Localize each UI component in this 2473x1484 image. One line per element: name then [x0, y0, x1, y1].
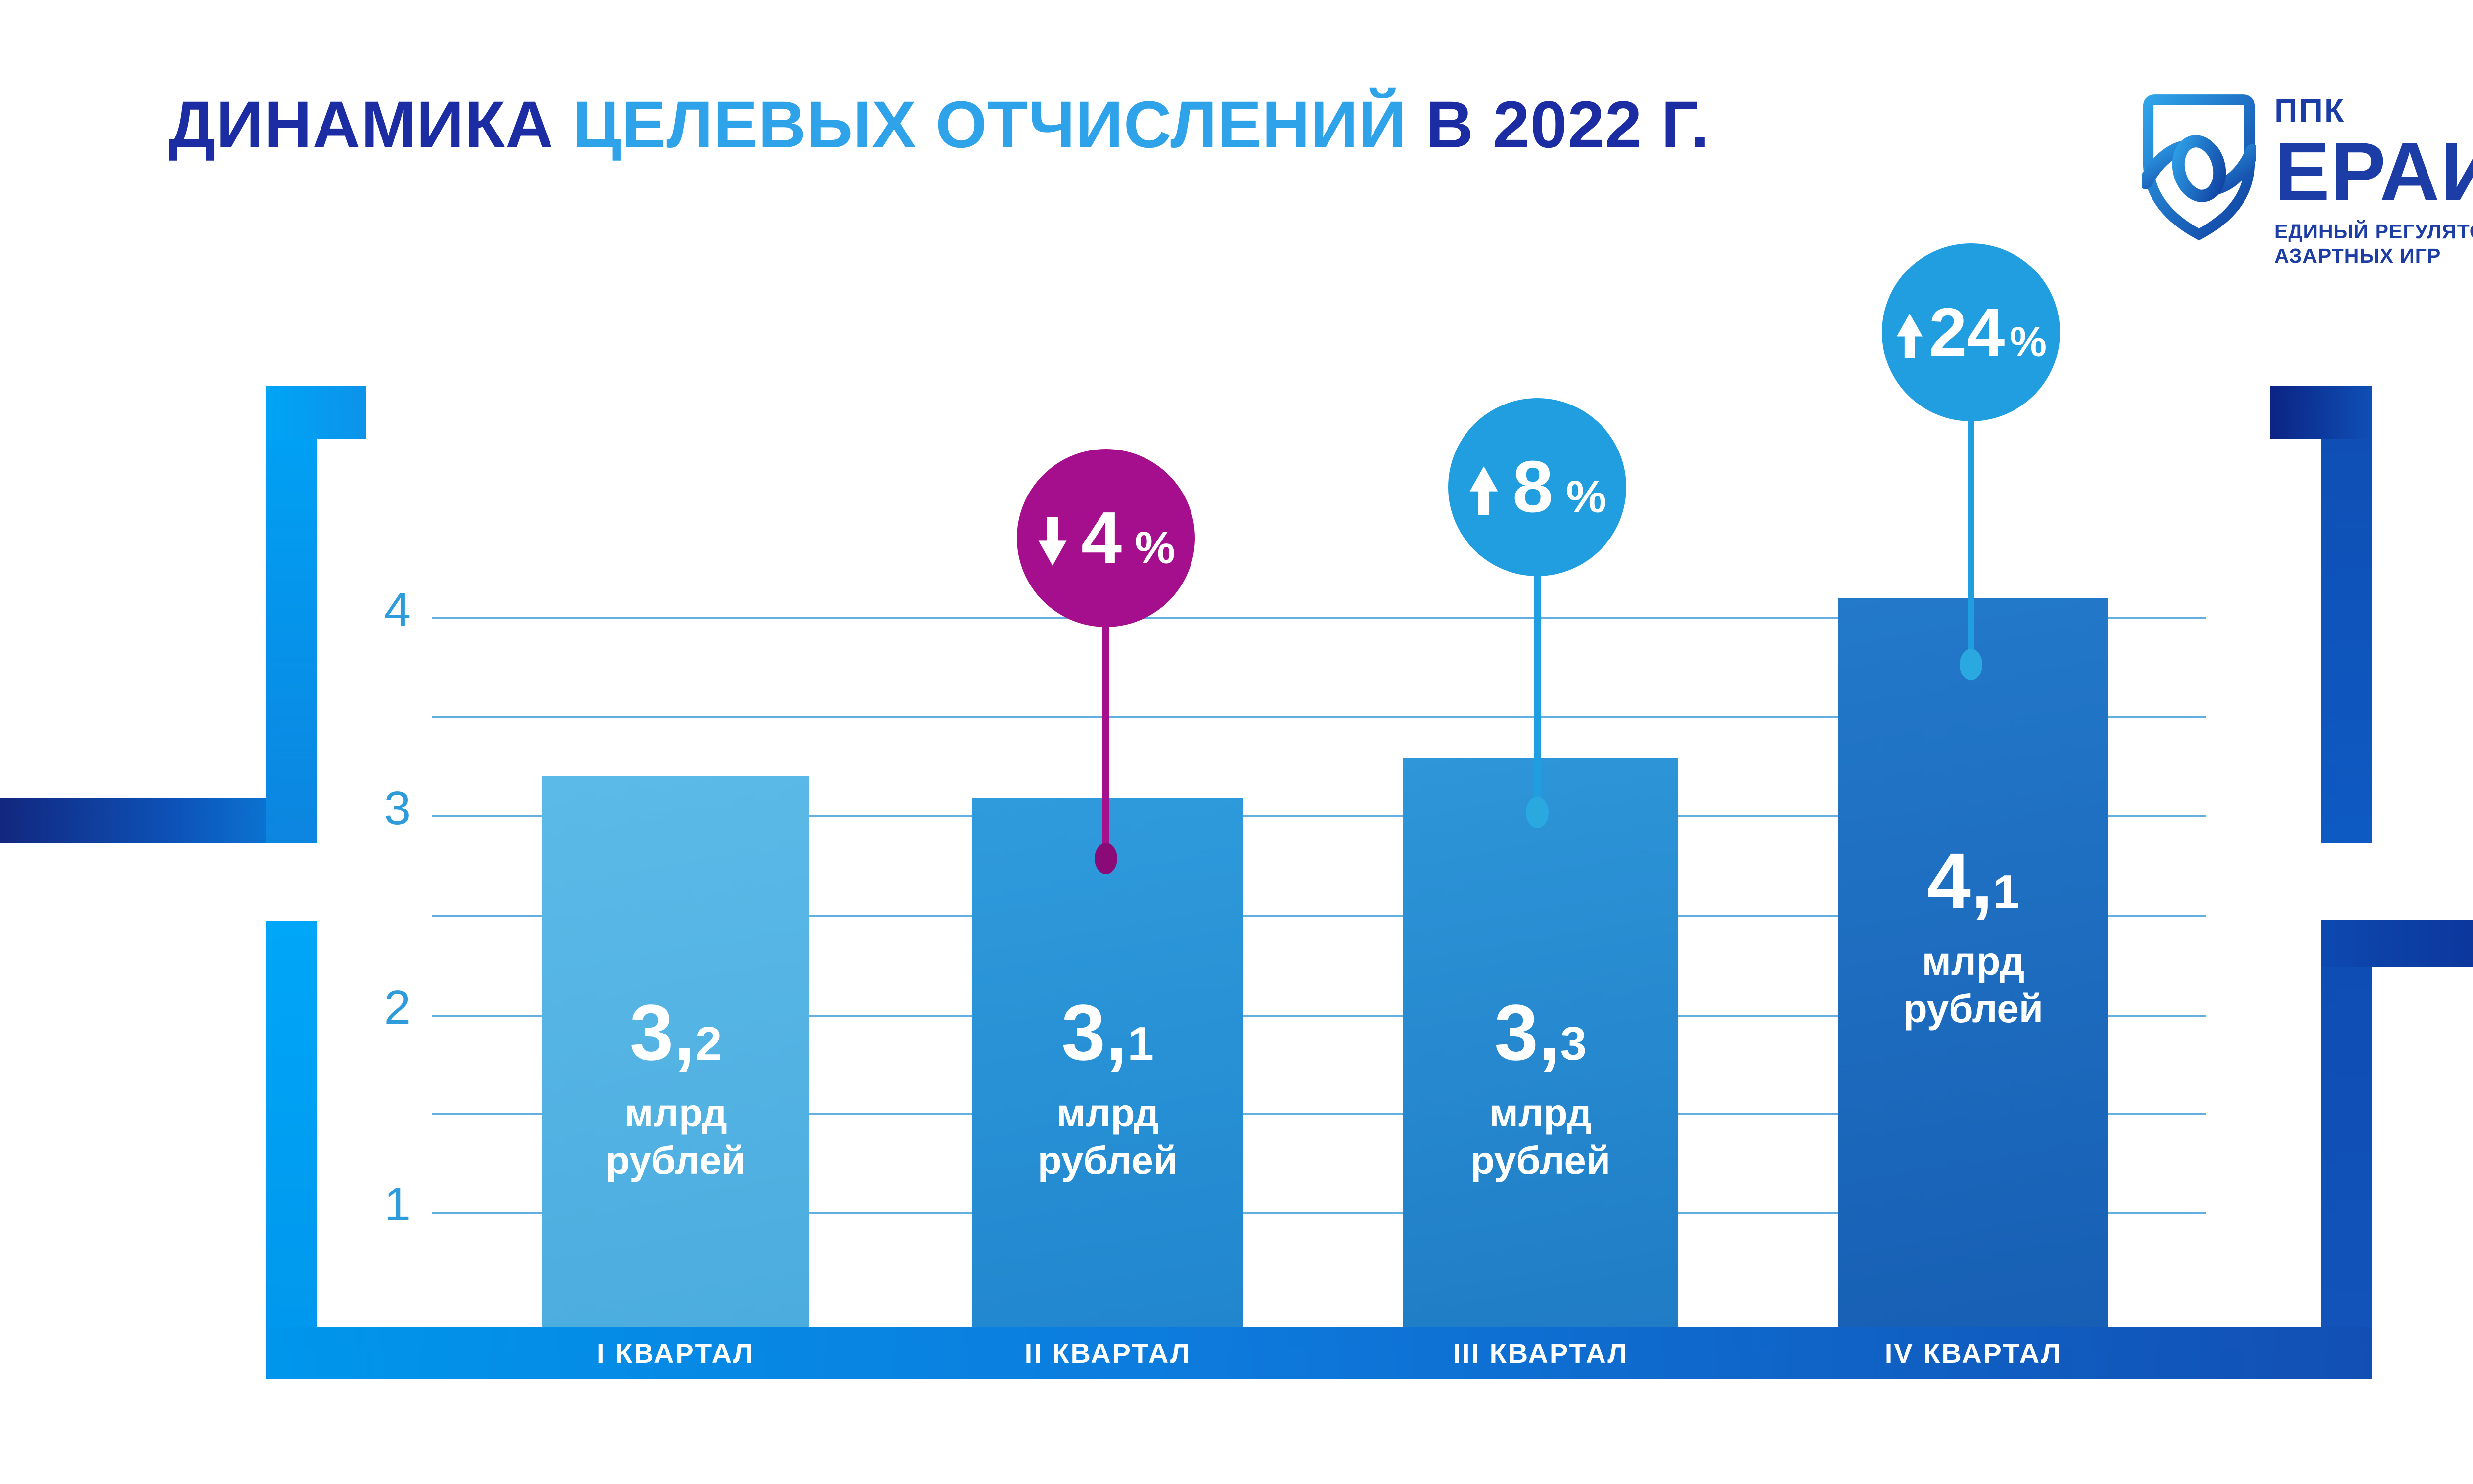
change-q2-content: 4 %: [1037, 497, 1176, 579]
logo-tagline-line1: ЕДИНЫЙ РЕГУЛЯТОР: [2274, 220, 2473, 243]
change-balloon-q2: 4 %: [1017, 449, 1195, 627]
frame-right-top-arm: [2270, 386, 2372, 439]
y-tick-2: 2: [384, 981, 411, 1034]
frame-left-bottom-vertical: [266, 921, 317, 1379]
frame-right-top-vertical: [2321, 439, 2372, 843]
logo-company-type: ППК: [2274, 92, 2346, 129]
balloon-stem-q2: [1102, 616, 1109, 858]
frame-right-middle-arm: [2321, 920, 2473, 967]
balloon-stem-q4: [1968, 414, 1974, 665]
change-q3-content: 8 %: [1468, 446, 1607, 528]
change-q3-percent: %: [1566, 472, 1607, 522]
logo-text-block: ППК ЕРАИ ЕДИНЫЙ РЕГУЛЯТОР АЗАРТНЫХ ИГР: [2274, 94, 2473, 268]
change-q4-content: 24 %: [1895, 294, 2047, 370]
bar-q4-value: 4,1: [1927, 836, 2019, 925]
frame-right-bottom-vertical: [2321, 920, 2372, 1379]
gridline-2-5: [432, 915, 2206, 917]
x-label-q3: III КВАРТАЛ: [1453, 1338, 1629, 1369]
balloon-dot-q3: [1526, 797, 1549, 828]
bar-q2-label: 3,1 млрд рублей: [972, 987, 1243, 1184]
change-balloon-q4: 24 %: [1882, 243, 2060, 421]
bar-q4: [1838, 598, 2108, 1327]
balloon-dot-q4: [1960, 649, 1982, 680]
change-q4-percent: %: [2010, 318, 2047, 365]
frame-left-top-arm: [266, 386, 366, 439]
gridline-1-5: [432, 1113, 2206, 1115]
title-part-dynamics: ДИНАМИКА: [168, 88, 554, 162]
bar-q4-label: 4,1 млрд рублей: [1838, 835, 2108, 1033]
title-part-target-deductions: ЦЕЛЕВЫХ ОТЧИСЛЕНИЙ: [573, 88, 1407, 162]
bar-q3-value: 3,3: [1494, 988, 1587, 1077]
y-tick-1: 1: [384, 1178, 411, 1231]
frame-left-top-arm-left: [0, 798, 317, 843]
change-q2-number: 4: [1081, 497, 1122, 579]
x-label-q1: I КВАРТАЛ: [596, 1338, 755, 1369]
gridline-2: [432, 1015, 2206, 1017]
change-balloon-q3: 8 %: [1448, 398, 1626, 576]
y-tick-4: 4: [384, 583, 411, 636]
change-q3-number: 8: [1512, 446, 1554, 528]
bar-q4-unit: млрд рублей: [1903, 939, 2044, 1031]
arrow-up-icon: [1469, 466, 1498, 515]
arrow-down-icon: [1038, 517, 1067, 566]
bar-q1-value: 3,2: [629, 988, 722, 1077]
gridline-3: [432, 815, 2206, 817]
x-label-q2: II КВАРТАЛ: [1024, 1338, 1191, 1369]
logo-name: ЕРАИ: [2274, 125, 2473, 218]
logo-tagline: ЕДИНЫЙ РЕГУЛЯТОР АЗАРТНЫХ ИГР: [2274, 220, 2473, 268]
erai-logo: ППК ЕРАИ ЕДИНЫЙ РЕГУЛЯТОР АЗАРТНЫХ ИГР: [2142, 94, 2473, 267]
gridline-1: [432, 1212, 2206, 1214]
bar-q1: [542, 776, 809, 1327]
frame-left-top-vertical: [266, 439, 317, 843]
y-tick-3: 3: [384, 782, 411, 835]
logo-tagline-line2: АЗАРТНЫХ ИГР: [2274, 244, 2441, 267]
change-q4-number: 24: [1928, 294, 2005, 370]
bar-q2-value: 3,1: [1061, 988, 1154, 1077]
balloon-stem-q3: [1534, 567, 1541, 812]
balloon-dot-q2: [1095, 843, 1117, 874]
page-title: ДИНАМИКА ЦЕЛЕВЫХ ОТЧИСЛЕНИЙ В 2022 Г.: [168, 88, 1710, 162]
x-axis-strip: [266, 1327, 2372, 1379]
arrow-up-icon: [1896, 314, 1923, 358]
title-part-year: В 2022 Г.: [1425, 88, 1710, 162]
bar-q3: [1403, 758, 1678, 1327]
change-q2-percent: %: [1135, 523, 1176, 573]
bar-q2: [972, 798, 1243, 1327]
bar-q3-label: 3,3 млрд рублей: [1403, 987, 1678, 1184]
bar-q1-unit: млрд рублей: [605, 1091, 746, 1182]
gridline-4: [432, 617, 2206, 619]
gridline-3-5: [432, 716, 2206, 718]
bar-q3-unit: млрд рублей: [1470, 1091, 1611, 1182]
shield-swirl-icon: [2142, 94, 2256, 241]
bar-q2-unit: млрд рублей: [1037, 1091, 1178, 1182]
x-label-q4: IV КВАРТАЛ: [1884, 1338, 2062, 1369]
bar-q1-label: 3,2 млрд рублей: [542, 987, 809, 1184]
